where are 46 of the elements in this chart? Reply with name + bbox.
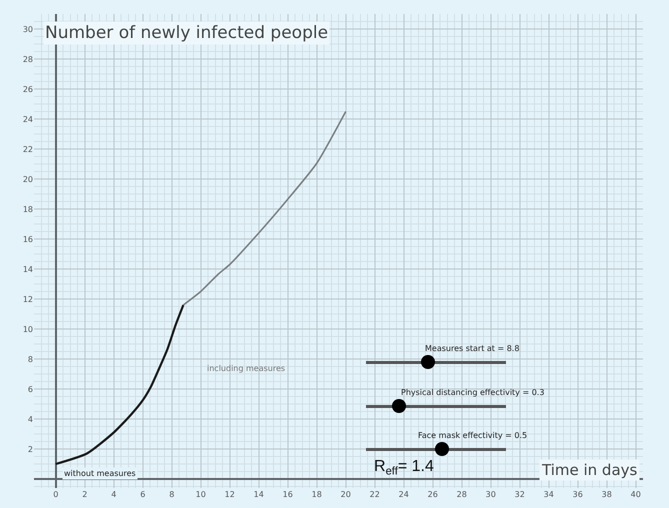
x-axis-title: Time in days bbox=[541, 461, 638, 479]
x-tick-label: 26 bbox=[428, 490, 438, 499]
y-tick-label: 30 bbox=[22, 24, 33, 34]
x-tick-label: 18 bbox=[312, 490, 322, 499]
x-tick-label: 30 bbox=[486, 490, 496, 499]
text: Number of newly infected people bbox=[45, 23, 328, 43]
line-series bbox=[182, 110, 347, 306]
x-tick-label: 40 bbox=[630, 490, 641, 499]
y-tick-label: 12 bbox=[22, 294, 33, 304]
y-tick-label: 2 bbox=[28, 444, 33, 454]
text: including measures bbox=[207, 364, 286, 373]
x-tick-label: 22 bbox=[370, 490, 380, 499]
y-tick-label: 20 bbox=[22, 174, 33, 184]
x-tick-label: 10 bbox=[196, 490, 206, 499]
x-tick-label: 14 bbox=[254, 490, 264, 499]
y-tick-label: 28 bbox=[22, 54, 33, 64]
x-tick-label: 34 bbox=[544, 490, 554, 499]
x-tick-label: 8 bbox=[169, 490, 174, 499]
y-tick-label: 4 bbox=[28, 414, 33, 424]
y-tick-label: 22 bbox=[22, 144, 33, 154]
annotation: Measures start at = 8.8 bbox=[425, 344, 520, 353]
x-tick-label: 4 bbox=[111, 490, 116, 499]
x-tick-label: 20 bbox=[340, 490, 351, 499]
line-series bbox=[54, 304, 184, 466]
y-tick-label: 6 bbox=[28, 384, 33, 394]
y-tick-label: 26 bbox=[22, 84, 33, 94]
annotation: R$_{eff}$= 1.4 bbox=[374, 458, 434, 478]
annotation: Face mask effectivity = 0.5 bbox=[418, 431, 528, 440]
x-tick-label: 2 bbox=[82, 490, 88, 499]
x-tick-label: 36 bbox=[572, 490, 583, 499]
y-tick-label: 10 bbox=[22, 324, 33, 334]
x-tick-label: 0 bbox=[53, 490, 58, 499]
annotation: Physical distancing effectivity = 0.3 bbox=[401, 388, 544, 397]
y-tick-label: 14 bbox=[22, 264, 33, 274]
y-tick-label: 16 bbox=[22, 234, 33, 244]
y-tick-label: 24 bbox=[22, 114, 33, 124]
y-tick-label: 8 bbox=[28, 354, 33, 364]
x-tick-label: 6 bbox=[140, 490, 146, 499]
x-tick-label: 24 bbox=[398, 490, 409, 499]
x-tick-label: 32 bbox=[514, 490, 525, 499]
x-tick-label: 12 bbox=[224, 490, 235, 499]
x-tick-label: 38 bbox=[602, 490, 612, 499]
x-tick-label: 28 bbox=[456, 490, 467, 499]
series-label: without measures bbox=[64, 469, 136, 478]
y-tick-label: 18 bbox=[22, 204, 33, 214]
x-tick-label: 16 bbox=[282, 490, 293, 499]
